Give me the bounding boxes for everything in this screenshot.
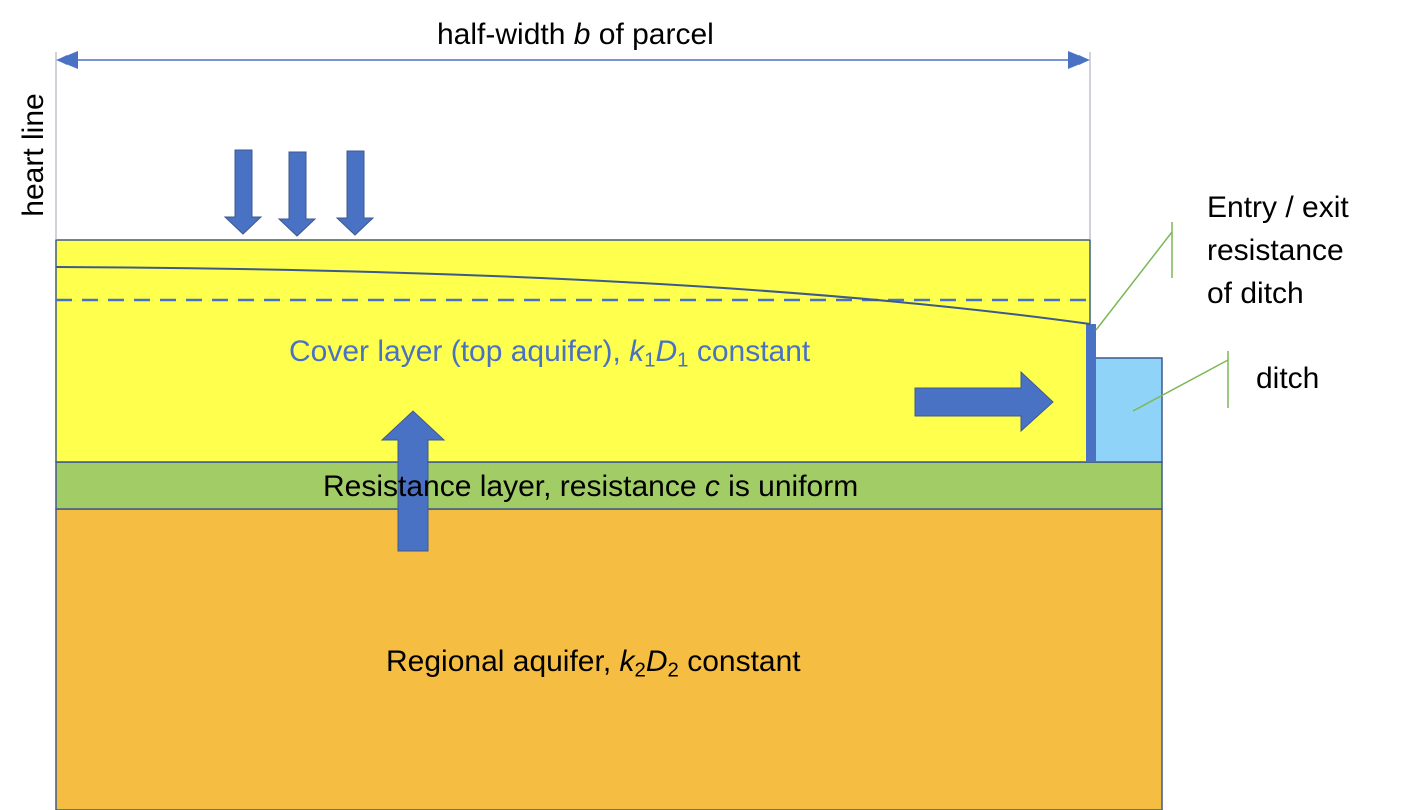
entry-exit-line-2: resistance — [1207, 229, 1349, 272]
recharge-arrow-3 — [337, 151, 373, 235]
cover-layer-d-sub: 1 — [677, 350, 688, 372]
cover-layer-label: Cover layer (top aquifer), k1D1 constant — [289, 334, 810, 370]
resistance-layer-label: Resistance layer, resistance c is unifor… — [323, 469, 858, 505]
regional-aquifer-prefix: Regional aquifer, — [386, 645, 620, 678]
dimension-arrowhead-left — [56, 51, 78, 69]
cover-layer-prefix: Cover layer (top aquifer), — [289, 335, 629, 368]
half-width-variable: b — [574, 18, 591, 51]
heart-line-label: heart line — [16, 80, 52, 230]
half-width-label: half-width b of parcel — [437, 17, 714, 53]
ditch-entry-resistance-wall — [1086, 324, 1096, 462]
ditch — [1090, 358, 1162, 462]
cover-layer-k-sub: 1 — [644, 350, 655, 372]
half-width-label-suffix: of parcel — [590, 18, 713, 51]
recharge-arrow-2 — [279, 152, 315, 236]
regional-aquifer-k-sub: 2 — [635, 660, 646, 682]
cover-layer-k: k — [629, 335, 644, 368]
cover-layer-suffix: constant — [689, 335, 811, 368]
regional-aquifer-suffix: constant — [679, 645, 801, 678]
half-width-label-prefix: half-width — [437, 18, 574, 51]
cover-layer-d: D — [655, 335, 677, 368]
regional-aquifer-d: D — [646, 645, 668, 678]
recharge-arrow-1 — [225, 150, 261, 234]
regional-aquifer-label: Regional aquifer, k2D2 constant — [386, 644, 801, 680]
entry-exit-line-1: Entry / exit — [1207, 186, 1349, 229]
resistance-layer-prefix: Resistance layer, resistance — [323, 470, 705, 503]
dimension-arrowhead-right — [1068, 51, 1090, 69]
entry-exit-resistance-label: Entry / exit resistance of ditch — [1207, 186, 1349, 315]
entry-exit-callout-line — [1096, 232, 1172, 330]
resistance-layer-suffix: is uniform — [720, 470, 858, 503]
resistance-variable: c — [705, 470, 720, 503]
regional-aquifer-k: k — [620, 645, 635, 678]
ditch-label: ditch — [1256, 361, 1319, 397]
entry-exit-line-3: of ditch — [1207, 272, 1349, 315]
regional-aquifer-d-sub: 2 — [668, 660, 679, 682]
